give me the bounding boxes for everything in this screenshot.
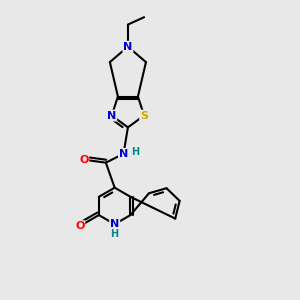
- Text: N: N: [107, 111, 116, 121]
- Text: N: N: [123, 42, 133, 52]
- Text: N: N: [110, 219, 119, 229]
- Text: H: H: [130, 147, 139, 158]
- Text: N: N: [119, 149, 128, 159]
- Text: S: S: [140, 111, 148, 121]
- Text: H: H: [110, 229, 118, 238]
- Text: O: O: [75, 221, 84, 231]
- Text: O: O: [79, 155, 88, 165]
